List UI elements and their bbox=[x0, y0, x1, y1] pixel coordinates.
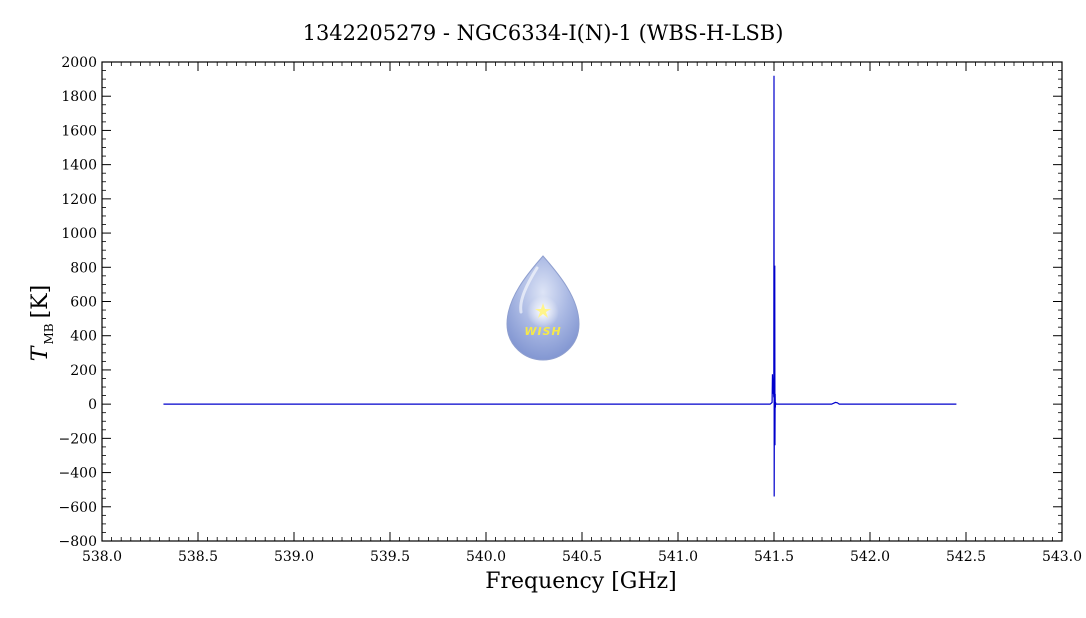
x-tick-label: 541.5 bbox=[754, 549, 794, 565]
wish-label: WISH bbox=[524, 325, 561, 338]
plot-frame bbox=[101, 61, 1063, 542]
y-tick-label: 200 bbox=[70, 363, 97, 379]
x-tick-label: 540.5 bbox=[562, 549, 602, 565]
x-tick-label: 542.0 bbox=[850, 549, 890, 565]
y-tick-label: −200 bbox=[59, 431, 97, 447]
x-axis-ticks: 538.0 538.5 539.0 539.5 540.0 540.5 541.0 541.5… bbox=[82, 62, 1082, 565]
chart-title: 1342205279 - NGC6334-I(N)-1 (WBS-H-LSB) bbox=[303, 21, 784, 45]
x-tick-label: 538.5 bbox=[178, 549, 218, 565]
x-tick-label: 542.5 bbox=[946, 549, 986, 565]
plot-area bbox=[101, 61, 1063, 542]
star-icon bbox=[535, 303, 551, 318]
y-axis-unit: [K] bbox=[28, 285, 53, 319]
x-tick-label: 538.0 bbox=[82, 549, 122, 565]
x-tick-label: 541.0 bbox=[658, 549, 698, 565]
y-tick-label: −600 bbox=[59, 500, 97, 516]
drop-highlight bbox=[519, 266, 539, 314]
x-tick-label: 539.5 bbox=[370, 549, 410, 565]
y-tick-label: 1800 bbox=[61, 89, 97, 105]
x-axis-label: Frequency [GHz] bbox=[485, 569, 677, 594]
spectrum-series-line bbox=[163, 75, 957, 497]
x-tick-label: 543.0 bbox=[1042, 549, 1082, 565]
y-tick-label: 800 bbox=[70, 260, 97, 276]
y-axis-subscript: MB bbox=[42, 323, 56, 344]
y-tick-label: 1000 bbox=[61, 226, 97, 242]
y-axis-ticks: −800 −600 −400 −200 0 200 400 600 800 1000 1200 140… bbox=[59, 55, 1062, 550]
y-tick-label: 1600 bbox=[61, 123, 97, 139]
y-tick-label: 600 bbox=[70, 295, 97, 311]
x-tick-label: 539.0 bbox=[274, 549, 314, 565]
svg-text:TMB[K]: TMB [K] bbox=[28, 285, 56, 361]
y-axis-symbol: T bbox=[28, 344, 53, 361]
y-tick-label: 2000 bbox=[61, 55, 97, 71]
y-tick-label: 0 bbox=[88, 397, 97, 413]
wish-logo: WISH bbox=[506, 255, 580, 361]
y-tick-label: 400 bbox=[70, 329, 97, 345]
y-tick-label: −400 bbox=[59, 466, 97, 482]
y-axis-label: TMB [K] bbox=[28, 285, 56, 361]
y-tick-label: 1200 bbox=[61, 192, 97, 208]
y-tick-label: −800 bbox=[59, 534, 97, 550]
x-tick-label: 540.0 bbox=[466, 549, 506, 565]
y-tick-label: 1400 bbox=[61, 158, 97, 174]
